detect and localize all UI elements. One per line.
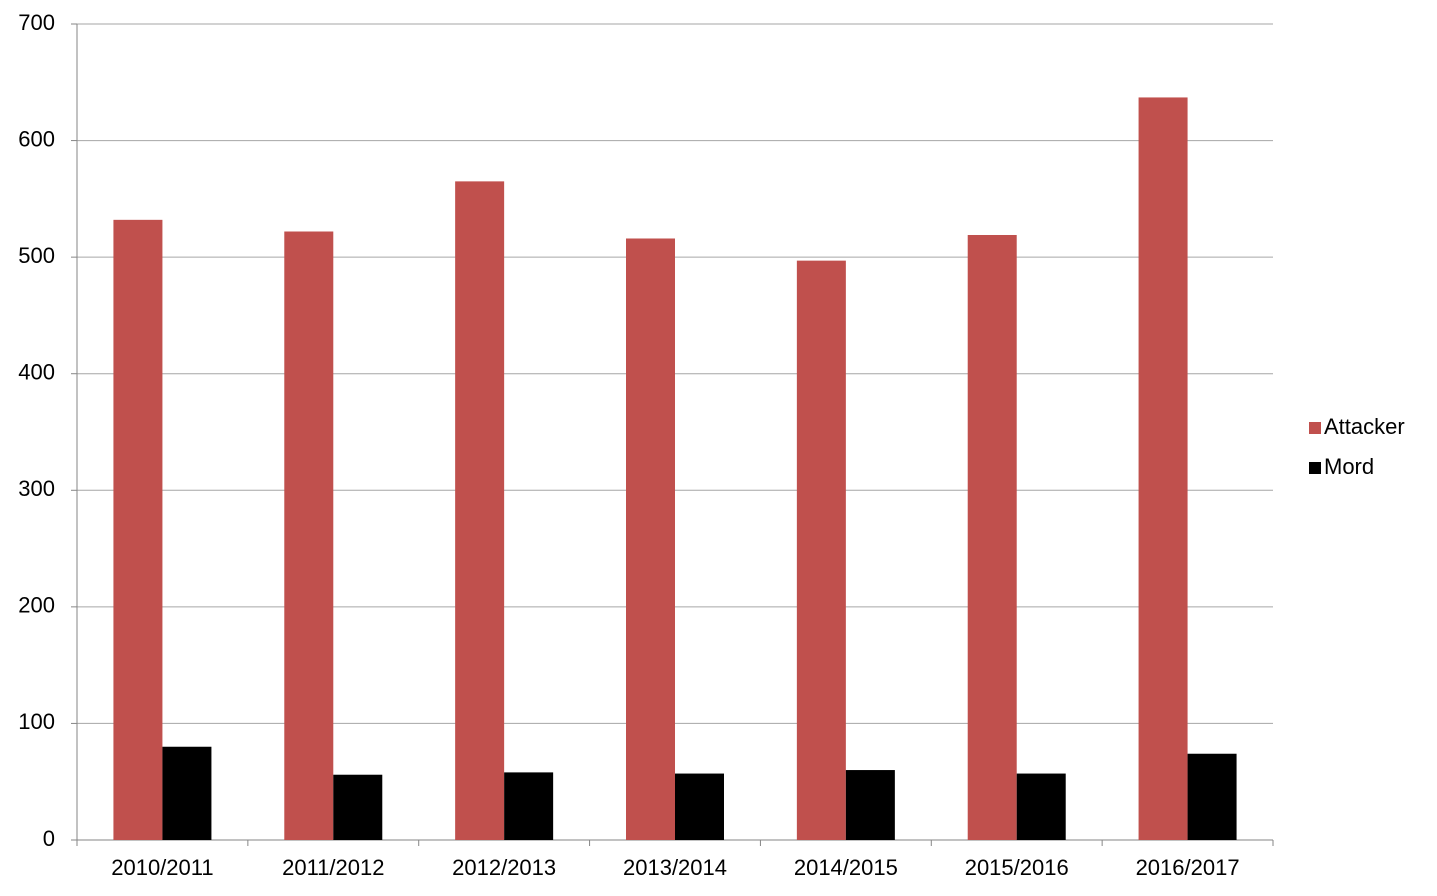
y-tick-label: 300 (18, 476, 55, 501)
x-tick-label: 2015/2016 (965, 855, 1069, 880)
x-tick-label: 2011/2012 (282, 855, 384, 880)
legend-label: Mord (1324, 454, 1374, 479)
x-tick-label: 2012/2013 (452, 855, 556, 880)
y-tick-label: 500 (18, 243, 55, 268)
y-tick-label: 200 (18, 593, 55, 618)
bar (796, 260, 846, 840)
bar (162, 746, 212, 840)
legend-swatch (1309, 422, 1321, 434)
x-tick-label: 2013/2014 (623, 855, 727, 880)
bar (675, 773, 724, 840)
bar (967, 234, 1017, 841)
bar (1187, 753, 1237, 840)
bar (845, 770, 895, 840)
y-tick-label: 400 (18, 360, 55, 385)
y-tick-label: 0 (43, 826, 55, 851)
x-tick-label: 2014/2015 (794, 855, 898, 880)
y-tick-label: 100 (18, 709, 55, 734)
bar (1016, 773, 1066, 840)
legend-label: Attacker (1324, 414, 1405, 439)
x-tick-label: 2016/2017 (1136, 855, 1240, 880)
y-tick-label: 700 (18, 10, 55, 35)
bar (333, 774, 383, 840)
bar (1138, 97, 1188, 840)
bar (455, 181, 505, 840)
x-tick-label: 2010/2011 (111, 855, 213, 880)
y-tick-label: 600 (18, 126, 55, 151)
bar (113, 219, 163, 841)
bar (504, 772, 554, 840)
bar (284, 231, 334, 841)
legend-swatch (1309, 462, 1321, 474)
bar (626, 238, 675, 840)
